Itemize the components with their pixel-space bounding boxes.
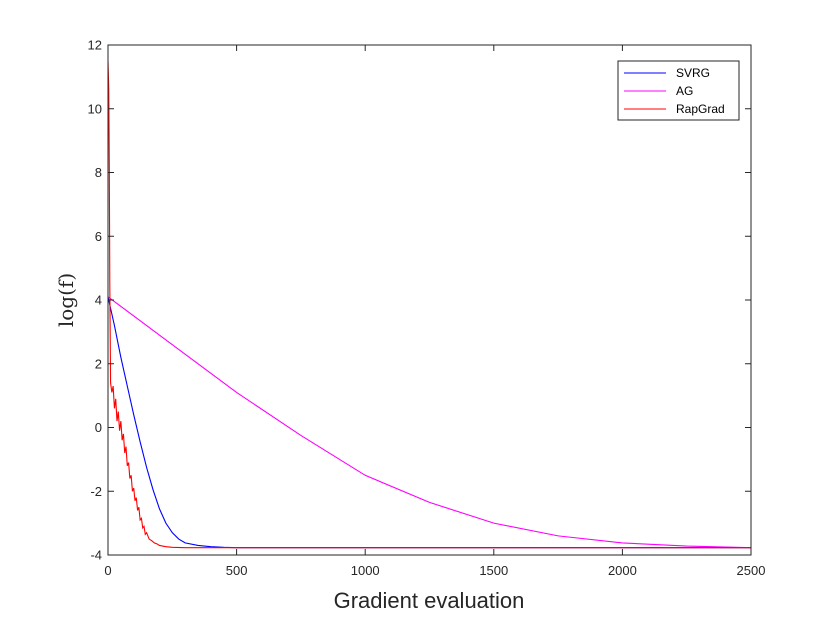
x-axis-label: Gradient evaluation (334, 588, 525, 613)
x-tick-label: 500 (226, 563, 248, 578)
legend: SVRG AG RapGrad (617, 60, 740, 121)
axes-layer: 0 500 1000 1500 2000 2500 -4 -2 0 2 4 6 8 10 12 (88, 38, 766, 579)
y-tick-label: 8 (95, 165, 102, 180)
y-axis-label: log(f) (54, 273, 78, 327)
series-line-ag (108, 296, 751, 549)
y-tick-label: 2 (95, 356, 102, 371)
y-tick-label: -4 (90, 548, 102, 563)
y-tick-label: 6 (95, 229, 102, 244)
x-tick-label: 0 (104, 563, 111, 578)
x-tick-label: 2500 (737, 563, 766, 578)
y-tick-label: -2 (90, 484, 102, 499)
series-layer (108, 60, 751, 549)
legend-label-svrg: SVRG (676, 66, 710, 80)
x-tick-label: 2000 (608, 563, 637, 578)
y-tick-label: 12 (88, 38, 102, 53)
x-tick-label: 1000 (351, 563, 380, 578)
legend-label-rapgrad: RapGrad (676, 102, 725, 116)
plot-area (108, 45, 751, 555)
plot-background (108, 45, 751, 555)
y-tick-label: 0 (95, 420, 102, 435)
legend-label-ag: AG (676, 84, 693, 98)
y-tick-label: 10 (88, 101, 102, 116)
series-line-rapgrad (108, 60, 751, 549)
x-tick-label: 1500 (479, 563, 508, 578)
y-tick-label: 4 (95, 293, 102, 308)
